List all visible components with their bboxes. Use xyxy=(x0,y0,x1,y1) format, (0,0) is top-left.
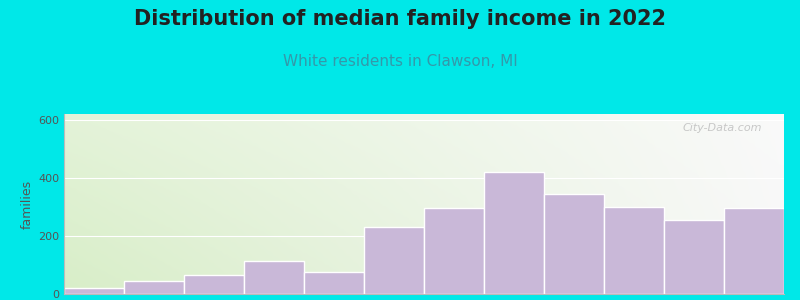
Bar xyxy=(184,275,244,294)
Bar xyxy=(424,208,484,294)
Bar xyxy=(364,227,424,294)
Text: White residents in Clawson, MI: White residents in Clawson, MI xyxy=(282,54,518,69)
Text: City-Data.com: City-Data.com xyxy=(683,123,762,133)
Y-axis label: families: families xyxy=(21,179,34,229)
Bar xyxy=(244,261,304,294)
Bar xyxy=(124,281,184,294)
Bar xyxy=(64,288,124,294)
Bar xyxy=(604,207,664,294)
Bar xyxy=(724,208,784,294)
Bar xyxy=(304,272,364,294)
Text: Distribution of median family income in 2022: Distribution of median family income in … xyxy=(134,9,666,29)
Bar xyxy=(484,172,544,294)
Bar xyxy=(544,194,604,294)
Bar xyxy=(664,220,724,294)
